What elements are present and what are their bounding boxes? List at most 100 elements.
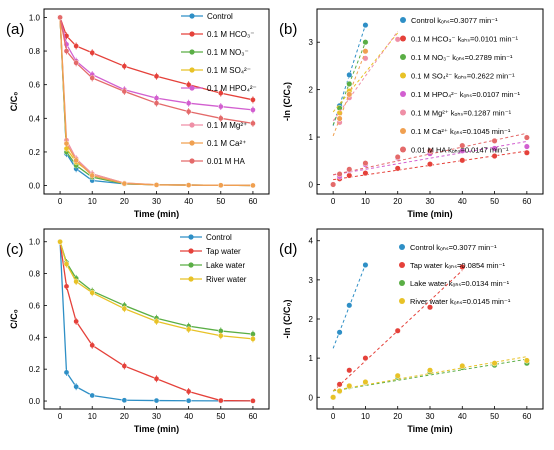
panel-a-data-point [185,182,192,188]
panel-b-fit-line [332,31,399,122]
panel-d-legend-marker [399,280,405,286]
panel-c-data-point [121,397,128,404]
panel-d-data-point [491,360,498,367]
panel-b-data-point [491,145,498,152]
panel-b-data-point [346,172,353,179]
panel-d-legend-label: Lake water kₒₕₛ=0.0134 min⁻¹ [410,279,510,288]
panel-b-legend-label: 0.1 M HCO₃⁻ kₒₕₛ=0.0101 min⁻¹ [411,35,518,44]
panel-c-y-tick-label: 0.2 [29,365,41,374]
panel-b-legend-label: 0.01 M HA kₒₕₛ=0.0147 min⁻¹ [411,146,509,155]
panel-b-legend-marker [400,54,406,60]
panel-b-data-point [362,39,369,46]
panel-d-y-tick-label: 1 [309,354,314,363]
panel-b-panel-letter: (b) [279,21,297,38]
panel-b-x-tick-label: 60 [522,197,531,206]
panel-b-legend-marker [400,17,406,23]
panel-d-y-tick-label: 0 [309,393,314,402]
panel-d-x-tick-label: 0 [331,412,336,421]
panel-a-x-tick-label: 60 [248,197,257,206]
panel-b-data-point [491,153,498,160]
panel-a-y-tick-label: 0.0 [29,182,41,191]
panel-c-legend-marker [188,262,194,268]
panel-b-legend-label: 0.1 M Ca²⁺ kₒₕₛ=0.1045 min⁻¹ [411,127,511,136]
panel-d-data-point [346,382,353,389]
panel-d-panel-letter: (d) [279,241,297,258]
panel-d-data-point [426,367,434,374]
panel-a-x-tick-label: 10 [88,197,97,206]
panel-d-data-point [394,372,401,379]
panel-b-y-tick-label: 1 [309,133,314,142]
panel-b-legend-label: Control kₒₕₛ=0.3077 min⁻¹ [411,16,498,25]
panel-c-legend-label: Tap water [206,247,241,256]
panel-c-y-tick-label: 0.6 [29,301,41,310]
panel-a-data-point [250,182,256,189]
panel-a-legend-label: 0.01 M HA [207,157,245,166]
panel-d-x-tick-label: 50 [490,412,499,421]
panel-a-legend-label: 0.1 M SO₄²⁻ [207,66,251,75]
panel-b-y-axis-label: -ln (C/C₀) [282,82,292,121]
panel-d-legend-marker [399,244,405,250]
panel-d-data-point [394,327,401,334]
panel-b-y-tick-label: 3 [309,38,314,47]
panel-c-panel-letter: (c) [6,241,24,258]
panel-d-y-tick-label: 4 [309,237,314,246]
panel-b-x-axis-label: Time (min) [407,209,452,219]
panel-b-x-tick-label: 50 [490,197,499,206]
panel-d-data-point [336,387,343,395]
panel-d-data-point [459,362,466,370]
panel-b-data-point [346,166,353,173]
panel-a-legend-marker [189,122,195,128]
panel-d-legend-label: Control kₒₕₛ=0.3077 min⁻¹ [410,243,497,252]
panel-b-data-point [362,160,369,167]
panel-c-data-point [185,397,192,404]
panel-d-data-point [426,304,434,311]
panel-a-x-axis-label: Time (min) [134,209,179,219]
panel-c-x-axis-label: Time (min) [134,424,179,434]
panel-d-legend-label: Tap water kₒₕₛ=0.0854 min⁻¹ [410,261,505,270]
panel-c-y-tick-label: 0.0 [29,397,41,406]
panel-a-y-tick-label: 0.6 [29,81,41,90]
panel-a-data-point [121,180,128,187]
panel-b-x-tick-label: 40 [458,197,467,206]
panel-d-x-tick-label: 40 [458,412,467,421]
panel-b-data-point [346,91,353,98]
panel-c-data-point [57,238,63,245]
panel-a-y-tick-label: 1.0 [29,13,41,22]
panel-c-data-point [89,392,96,399]
panel-a-legend-label: 0.1 M Ca²⁺ [207,139,246,148]
panel-b-data-point [362,170,369,177]
panel-c-legend-marker [188,248,194,254]
panel-a-x-tick-label: 30 [152,197,161,206]
panel-b-data-point [330,181,337,188]
panel-b-y-tick-label: 2 [309,86,314,95]
panel-a-legend-label: 0.1 M HCO₃⁻ [207,30,255,39]
panel-d-legend-label: River water kₒₕₛ=0.0145 min⁻¹ [410,297,511,306]
panel-a-data-point [217,182,224,189]
panel-a-y-axis-label: C/C₀ [9,92,19,112]
panel-a-data-point [57,14,63,21]
panel-b-legend-marker [400,128,406,134]
panel-a-legend-marker [189,13,195,19]
panel-a-y-tick-label: 0.8 [29,47,41,56]
panel-c-data-point [250,398,256,404]
panel-b-fit-line [332,32,399,113]
panel-b-data-point [336,115,343,122]
panel-b-data-point [346,80,353,87]
panel-c-y-tick-label: 0.4 [29,333,41,342]
panel-b-data-point [459,157,466,164]
panel-b-legend-marker [400,35,406,42]
panel-b-x-tick-label: 20 [393,197,402,206]
panel-b-data-point [491,137,498,144]
panel-b-legend-marker [400,109,406,116]
panel-c-y-axis-label: C/C₀ [9,309,19,329]
panel-c-x-tick-label: 30 [152,412,161,421]
panel-a-legend-label: 0.1 M Mg²⁺ [207,121,247,130]
panel-b-data-point [523,134,530,141]
panel-b-data-point [426,161,434,168]
panel-c-legend-label: Lake water [206,261,245,270]
panel-b-legend-marker [400,91,406,97]
panel-b-x-tick-label: 30 [426,197,435,206]
panel-c-x-tick-label: 60 [248,412,257,421]
panel-b-data-point [459,142,466,149]
panel-a-legend-marker [189,31,195,37]
